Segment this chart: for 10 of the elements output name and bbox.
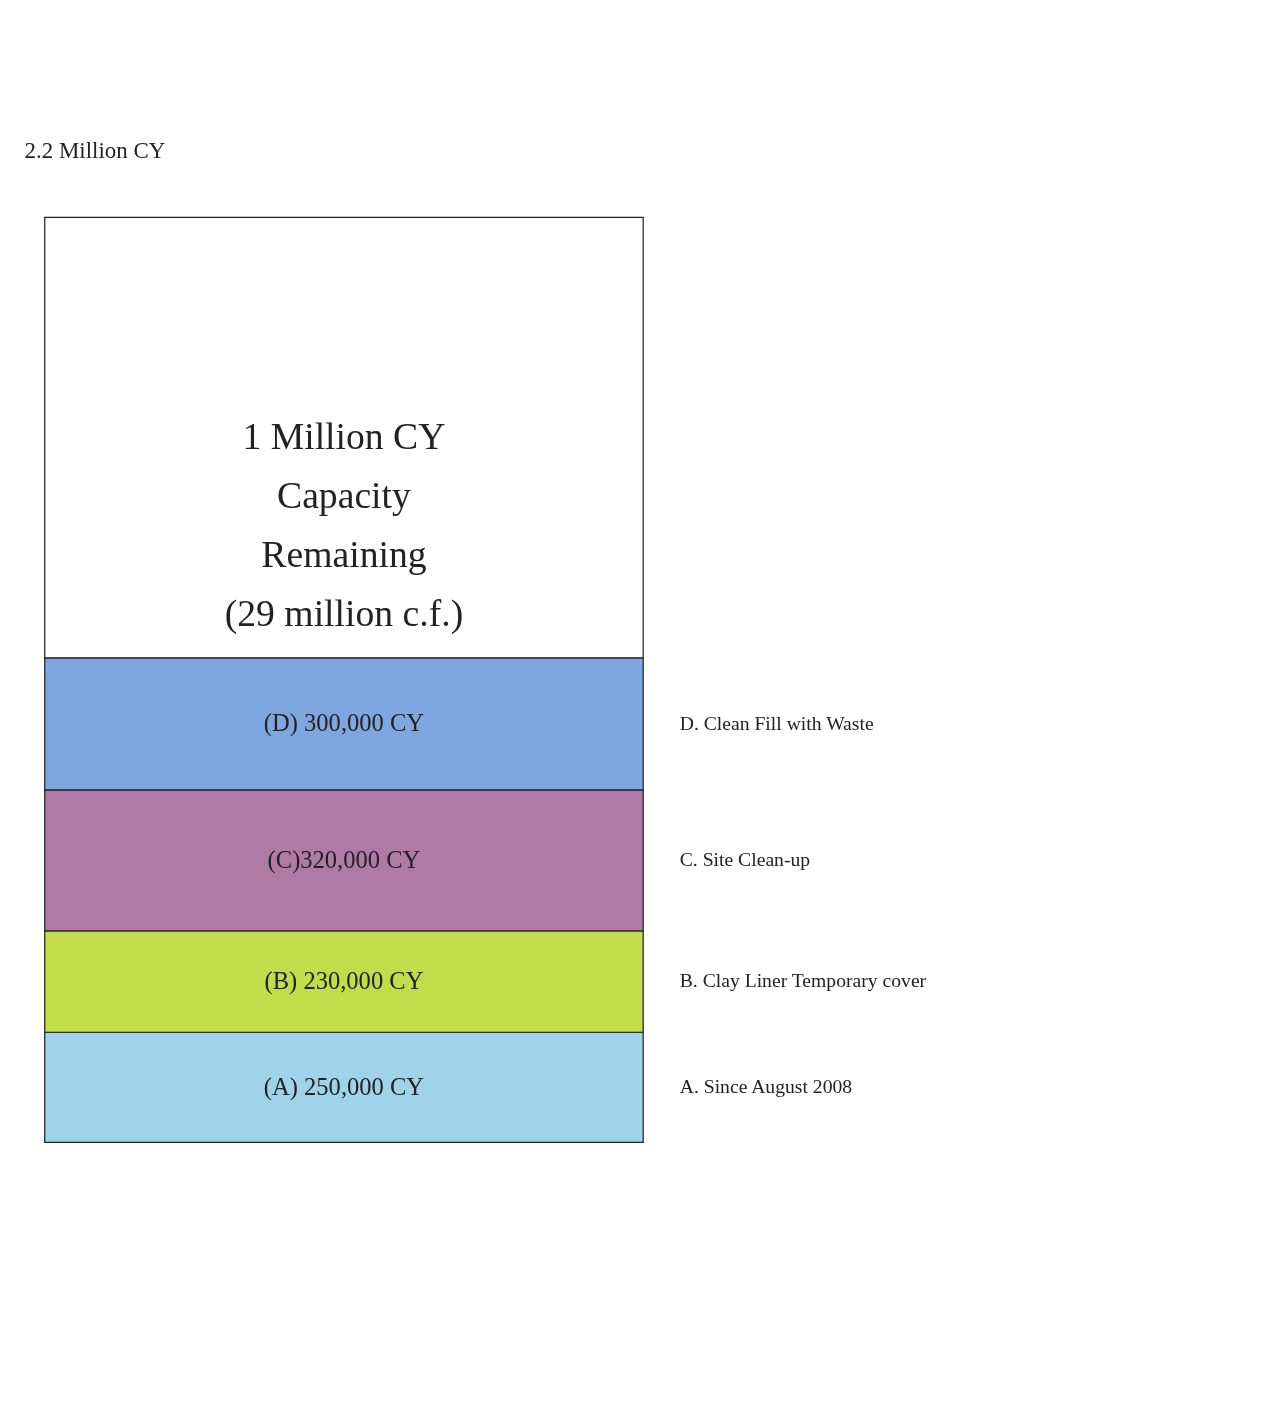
data-label: (A) 250,000 CY: [263, 1072, 425, 1101]
text: 2.2 Million CY: [24, 138, 166, 164]
data-label: (C)320,000 CY: [267, 845, 421, 874]
data-label: (B) 230,000 CY: [264, 966, 424, 995]
series-label: C. Site Clean-up: [679, 848, 811, 871]
series-label: D. Clean Fill with Waste: [679, 711, 874, 734]
series-label: B. Clay Liner Temporary cover: [679, 969, 927, 992]
annotation: 1 Million CY Capacity Remaining (29 million c.f.): [224, 415, 464, 635]
series-label: A. Since August 2008: [679, 1075, 853, 1098]
data-label: (D) 300,000 CY: [263, 709, 425, 738]
